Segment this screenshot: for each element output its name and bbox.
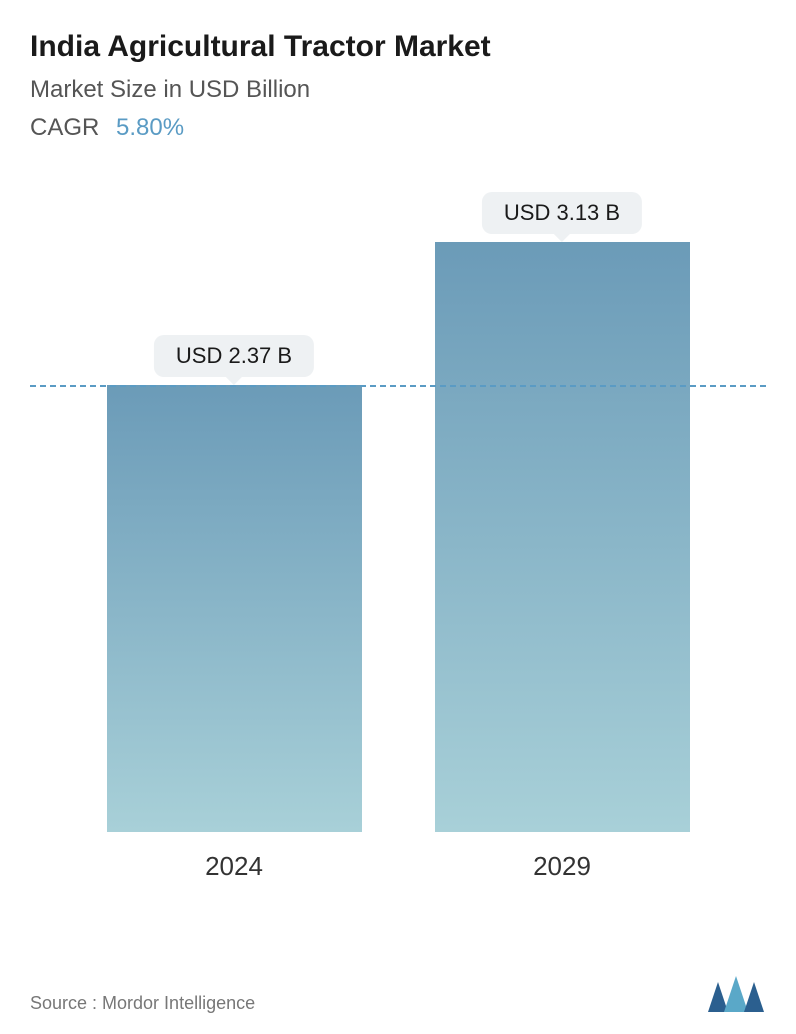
chart-footer: Source : Mordor Intelligence xyxy=(30,974,766,1014)
cagr-row: CAGR 5.80% xyxy=(30,114,766,142)
bar: USD 3.13 B xyxy=(435,242,690,832)
bars-container: USD 2.37 B USD 3.13 B xyxy=(30,162,766,832)
mordor-logo-icon xyxy=(706,974,766,1014)
cagr-label: CAGR xyxy=(30,114,99,141)
source-text: Source : Mordor Intelligence xyxy=(30,993,255,1014)
x-axis-label: 2029 xyxy=(435,851,690,882)
reference-line xyxy=(30,385,766,387)
bar-value-label: USD 2.37 B xyxy=(154,335,314,377)
bar-group: USD 2.37 B xyxy=(107,385,362,832)
bar-value-label: USD 3.13 B xyxy=(482,192,642,234)
x-axis-labels: 2024 2029 xyxy=(30,851,766,882)
chart-area: USD 2.37 B USD 3.13 B 2024 2029 xyxy=(30,162,766,882)
bar: USD 2.37 B xyxy=(107,385,362,832)
cagr-value: 5.80% xyxy=(116,114,184,141)
chart-subtitle: Market Size in USD Billion xyxy=(30,76,766,104)
bar-group: USD 3.13 B xyxy=(435,242,690,832)
chart-title: India Agricultural Tractor Market xyxy=(30,30,766,64)
x-axis-label: 2024 xyxy=(107,851,362,882)
